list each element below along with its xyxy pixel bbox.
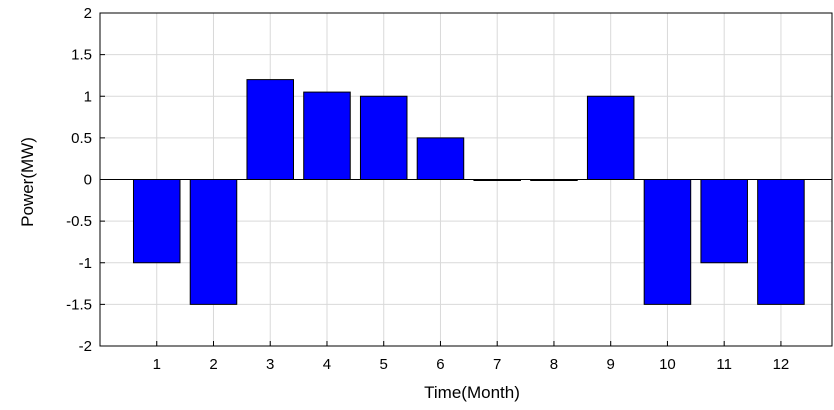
axis-layer bbox=[99, 12, 833, 347]
label-layer: -2-1.5-1-0.500.511.521 2 3 4 5 6 7 8 9 10 11 12 bbox=[66, 5, 789, 373]
bar-month-6 bbox=[416, 137, 465, 180]
x-axis-title: Time(Month) bbox=[424, 383, 520, 402]
y-axis-title: Power(MW) bbox=[18, 137, 37, 227]
bar-month-1 bbox=[132, 179, 181, 264]
bar-month-2 bbox=[189, 179, 238, 305]
bar-month-9 bbox=[586, 95, 635, 180]
y-tick-label: 1.5 bbox=[71, 47, 92, 64]
y-tick-label: 0 bbox=[84, 172, 92, 189]
x-tick-label: 12 bbox=[773, 356, 790, 373]
bar-month-10 bbox=[643, 179, 692, 305]
x-tick-label: 5 bbox=[380, 356, 388, 373]
y-tick-label: -1 bbox=[79, 255, 92, 272]
x-tick-label: 7 bbox=[493, 356, 501, 373]
bar-month-11 bbox=[700, 179, 748, 264]
bar-month-3 bbox=[246, 79, 294, 180]
y-tick-label: 0.5 bbox=[71, 130, 92, 147]
x-tick-label: 3 bbox=[266, 356, 274, 373]
x-tick-label: 6 bbox=[436, 356, 444, 373]
y-tick-label: -1.5 bbox=[66, 296, 92, 313]
bar-month-4 bbox=[303, 91, 351, 180]
bar-month-12 bbox=[757, 179, 805, 305]
x-tick-label: 2 bbox=[209, 356, 217, 373]
x-tick-label: 8 bbox=[550, 356, 558, 373]
bar-layer bbox=[132, 79, 805, 305]
x-tick-label: 11 bbox=[716, 356, 732, 373]
x-tick-label: 10 bbox=[659, 356, 676, 373]
y-tick-label: 2 bbox=[84, 5, 92, 22]
y-tick-label: 1 bbox=[84, 88, 92, 105]
x-tick-label: 9 bbox=[607, 356, 615, 373]
bar-month-5 bbox=[359, 95, 408, 180]
plot-frame bbox=[99, 12, 833, 347]
x-tick-label: 1 bbox=[153, 356, 161, 373]
x-tick-label: 4 bbox=[323, 356, 331, 373]
y-tick-label: -0.5 bbox=[66, 213, 92, 230]
y-tick-label: -2 bbox=[79, 338, 92, 355]
